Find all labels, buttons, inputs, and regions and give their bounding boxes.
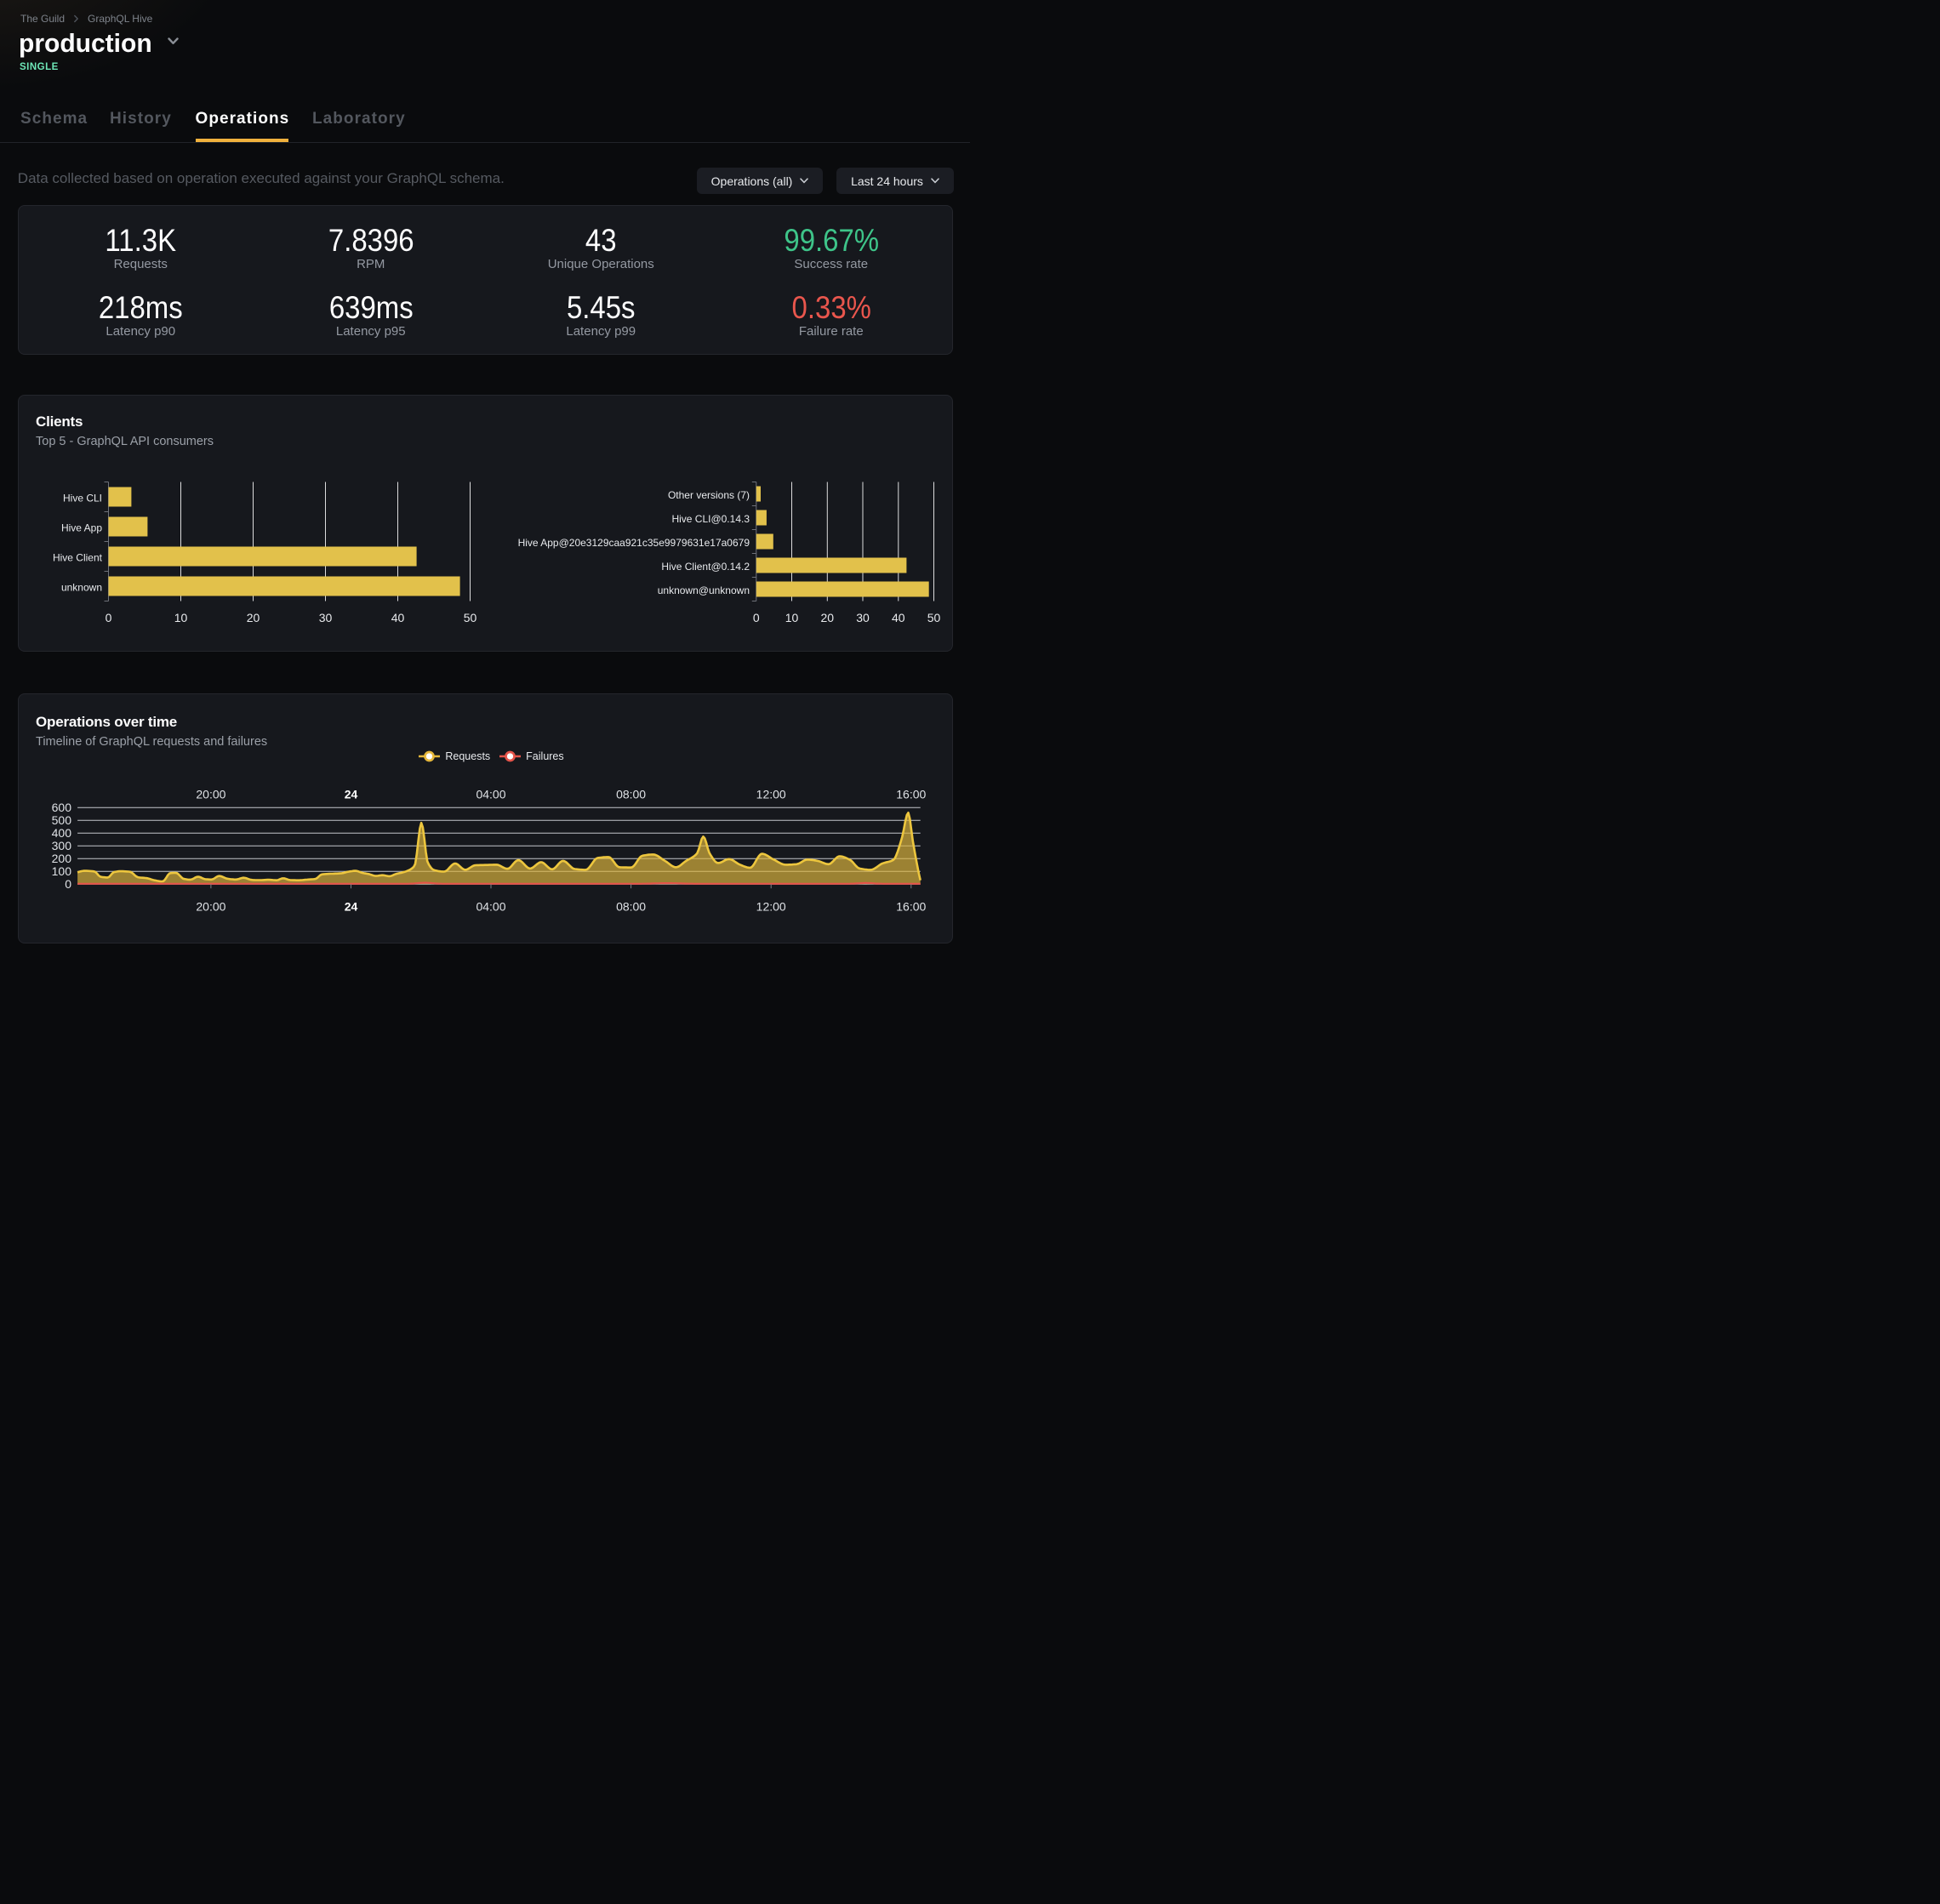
svg-text:100: 100: [52, 864, 72, 878]
svg-text:40: 40: [391, 611, 405, 624]
svg-text:20:00: 20:00: [196, 788, 225, 801]
svg-text:0: 0: [106, 611, 112, 624]
svg-text:300: 300: [52, 839, 72, 852]
svg-text:Hive CLI: Hive CLI: [63, 493, 102, 505]
svg-text:400: 400: [52, 826, 72, 840]
svg-text:0: 0: [753, 611, 760, 624]
svg-text:24: 24: [345, 899, 358, 913]
svg-text:30: 30: [856, 611, 870, 624]
svg-text:30: 30: [319, 611, 333, 624]
svg-text:04:00: 04:00: [476, 899, 505, 913]
svg-text:20: 20: [247, 611, 260, 624]
svg-text:500: 500: [52, 813, 72, 827]
svg-text:16:00: 16:00: [896, 788, 926, 801]
svg-text:16:00: 16:00: [896, 899, 926, 913]
svg-text:Hive App: Hive App: [61, 522, 102, 534]
svg-text:12:00: 12:00: [756, 788, 786, 801]
svg-text:Hive Client@0.14.2: Hive Client@0.14.2: [661, 561, 750, 573]
svg-text:10: 10: [174, 611, 188, 624]
svg-text:Hive CLI@0.14.3: Hive CLI@0.14.3: [671, 513, 750, 525]
svg-text:Other versions (7): Other versions (7): [668, 489, 750, 501]
svg-text:50: 50: [927, 611, 941, 624]
svg-text:08:00: 08:00: [616, 899, 646, 913]
svg-text:600: 600: [52, 801, 72, 814]
svg-text:Hive App@20e3129caa921c35e9979: Hive App@20e3129caa921c35e9979631e17a067…: [518, 537, 750, 549]
svg-text:40: 40: [892, 611, 905, 624]
svg-text:Hive Client: Hive Client: [53, 552, 103, 564]
svg-text:200: 200: [52, 852, 72, 865]
svg-text:0: 0: [65, 877, 71, 891]
svg-text:12:00: 12:00: [756, 899, 786, 913]
svg-text:08:00: 08:00: [616, 788, 646, 801]
svg-text:04:00: 04:00: [476, 788, 505, 801]
svg-text:unknown@unknown: unknown@unknown: [658, 584, 750, 596]
svg-text:50: 50: [464, 611, 477, 624]
svg-text:20:00: 20:00: [196, 899, 225, 913]
svg-text:10: 10: [785, 611, 799, 624]
svg-text:24: 24: [345, 788, 358, 801]
svg-text:20: 20: [821, 611, 835, 624]
svg-text:unknown: unknown: [61, 582, 102, 594]
